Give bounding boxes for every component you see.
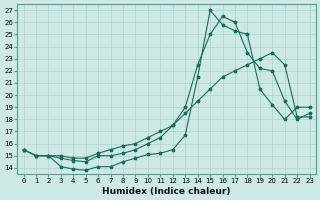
- X-axis label: Humidex (Indice chaleur): Humidex (Indice chaleur): [102, 187, 231, 196]
